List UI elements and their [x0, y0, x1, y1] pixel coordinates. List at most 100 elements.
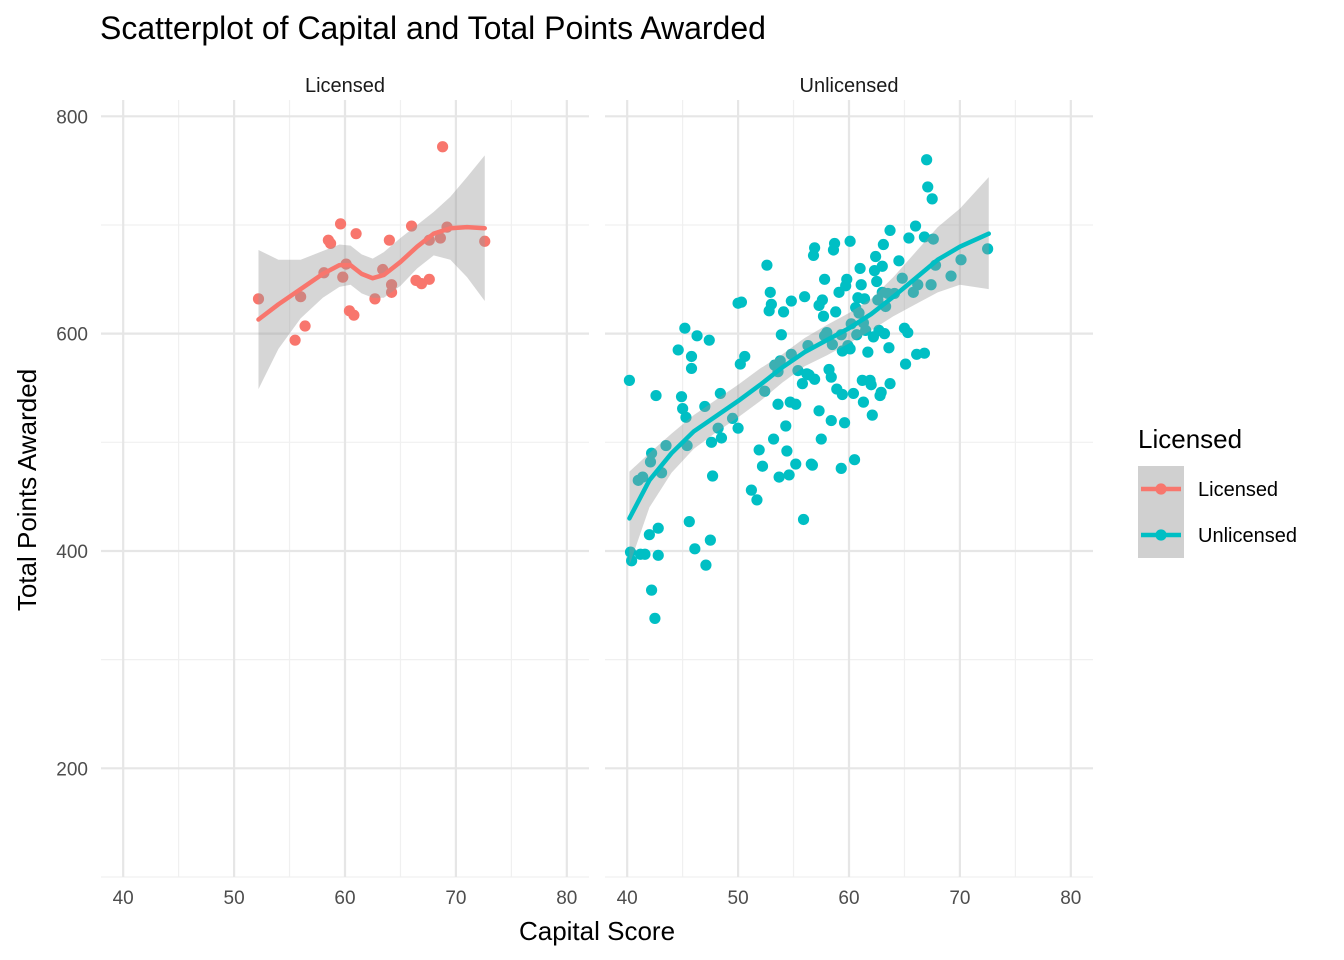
data-point	[761, 259, 773, 271]
data-point	[792, 364, 804, 377]
data-point	[899, 358, 912, 370]
x-tick-label: 70	[949, 888, 970, 909]
data-point	[777, 306, 790, 318]
data-point	[732, 422, 744, 434]
data-point	[796, 378, 809, 390]
data-point	[660, 439, 672, 452]
data-point	[348, 309, 360, 321]
data-point	[921, 154, 933, 166]
data-point	[841, 273, 853, 285]
x-tick-label: 80	[1060, 888, 1081, 909]
data-point	[780, 420, 792, 432]
facet-strip-label: Unlicensed	[800, 75, 899, 97]
legend-key-point	[1155, 483, 1167, 495]
data-point	[813, 405, 825, 417]
data-point	[624, 546, 637, 558]
data-point	[866, 409, 878, 421]
data-point	[927, 233, 939, 245]
facet-panel-licensed: Licensed 40 50 60 70 80	[101, 75, 589, 909]
data-point	[781, 445, 793, 457]
data-point	[918, 231, 931, 243]
data-point	[751, 494, 763, 506]
data-point	[858, 293, 871, 305]
data-point	[797, 513, 810, 526]
data-point	[862, 346, 874, 358]
data-point	[756, 460, 769, 472]
data-point	[645, 447, 658, 459]
data-point	[289, 334, 301, 346]
data-point	[844, 235, 856, 247]
data-point	[337, 271, 349, 283]
data-point	[825, 371, 837, 383]
data-point	[691, 330, 703, 342]
data-point	[699, 400, 711, 413]
data-point	[773, 471, 785, 483]
data-point	[350, 228, 362, 240]
x-tick-label: 50	[224, 888, 245, 909]
data-point	[479, 235, 491, 247]
x-tick-label: 60	[334, 888, 355, 909]
data-point	[819, 273, 831, 285]
data-point	[884, 378, 896, 390]
data-point	[705, 436, 718, 448]
data-point	[877, 238, 889, 251]
data-point	[855, 279, 867, 291]
data-point	[816, 294, 828, 306]
data-point	[645, 584, 658, 596]
data-point	[714, 387, 726, 400]
data-point	[299, 320, 311, 332]
data-point	[806, 459, 819, 471]
data-point	[385, 286, 398, 298]
data-point	[334, 218, 347, 230]
data-point	[918, 347, 931, 359]
facet-panel-unlicensed: Unlicensed 40 50 60 70 80	[605, 75, 1093, 909]
data-point	[759, 385, 771, 397]
data-point	[878, 328, 891, 340]
x-tick-label: 40	[617, 888, 638, 909]
confidence-band	[258, 155, 485, 390]
data-point	[857, 396, 870, 408]
data-point	[955, 254, 967, 266]
data-point	[903, 232, 915, 244]
data-point	[775, 329, 787, 341]
data-point	[704, 534, 716, 546]
data-point	[726, 412, 739, 425]
data-point	[836, 388, 848, 401]
facet-strip-label: Licensed	[305, 75, 385, 97]
data-point	[809, 242, 821, 254]
data-point	[745, 484, 758, 496]
data-point	[295, 291, 307, 303]
data-point	[767, 433, 780, 445]
data-point	[437, 141, 449, 153]
y-tick-label: 800	[56, 107, 88, 128]
data-point	[838, 417, 851, 429]
data-point	[790, 458, 802, 470]
data-point	[876, 260, 888, 272]
data-point	[434, 232, 446, 244]
data-point	[883, 342, 895, 354]
legend-key-point	[1155, 529, 1167, 541]
data-point	[799, 291, 811, 303]
x-tick-label: 70	[445, 888, 466, 909]
data-point	[324, 237, 337, 250]
data-point	[732, 297, 744, 309]
data-point	[826, 338, 838, 351]
data-point	[925, 279, 937, 291]
legend-title: Licensed	[1138, 424, 1242, 454]
data-point	[652, 522, 664, 534]
data-point	[739, 350, 751, 363]
data-point	[715, 432, 728, 444]
legend-label: Licensed	[1198, 479, 1278, 501]
data-point	[679, 322, 691, 334]
data-point	[912, 279, 924, 291]
data-point	[626, 555, 638, 567]
data-point	[844, 343, 856, 355]
data-point	[830, 306, 842, 318]
data-point	[815, 433, 827, 445]
data-point	[639, 548, 651, 560]
data-point	[865, 379, 877, 391]
data-point	[683, 516, 695, 528]
data-point	[643, 529, 655, 541]
data-point	[982, 243, 994, 255]
